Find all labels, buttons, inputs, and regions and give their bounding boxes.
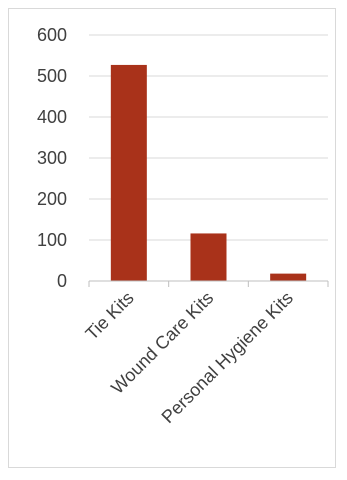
y-tick-label: 600 <box>37 25 67 45</box>
y-tick-label: 500 <box>37 66 67 86</box>
y-tick-label: 100 <box>37 230 67 250</box>
y-axis-tick-labels: 0 100 200 300 400 500 600 <box>37 25 67 291</box>
y-tick-label: 200 <box>37 189 67 209</box>
bars <box>110 64 307 282</box>
bar <box>190 233 227 281</box>
x-category-label: Tie Kits <box>82 288 138 344</box>
y-tick-label: 400 <box>37 107 67 127</box>
x-category-label: Personal Hygiene Kits <box>158 288 297 427</box>
x-axis-ticks <box>88 281 329 287</box>
y-tick-label: 0 <box>57 271 67 291</box>
bar <box>270 273 307 281</box>
chart-frame <box>8 8 336 468</box>
y-tick-label: 300 <box>37 148 67 168</box>
bar <box>110 64 147 282</box>
